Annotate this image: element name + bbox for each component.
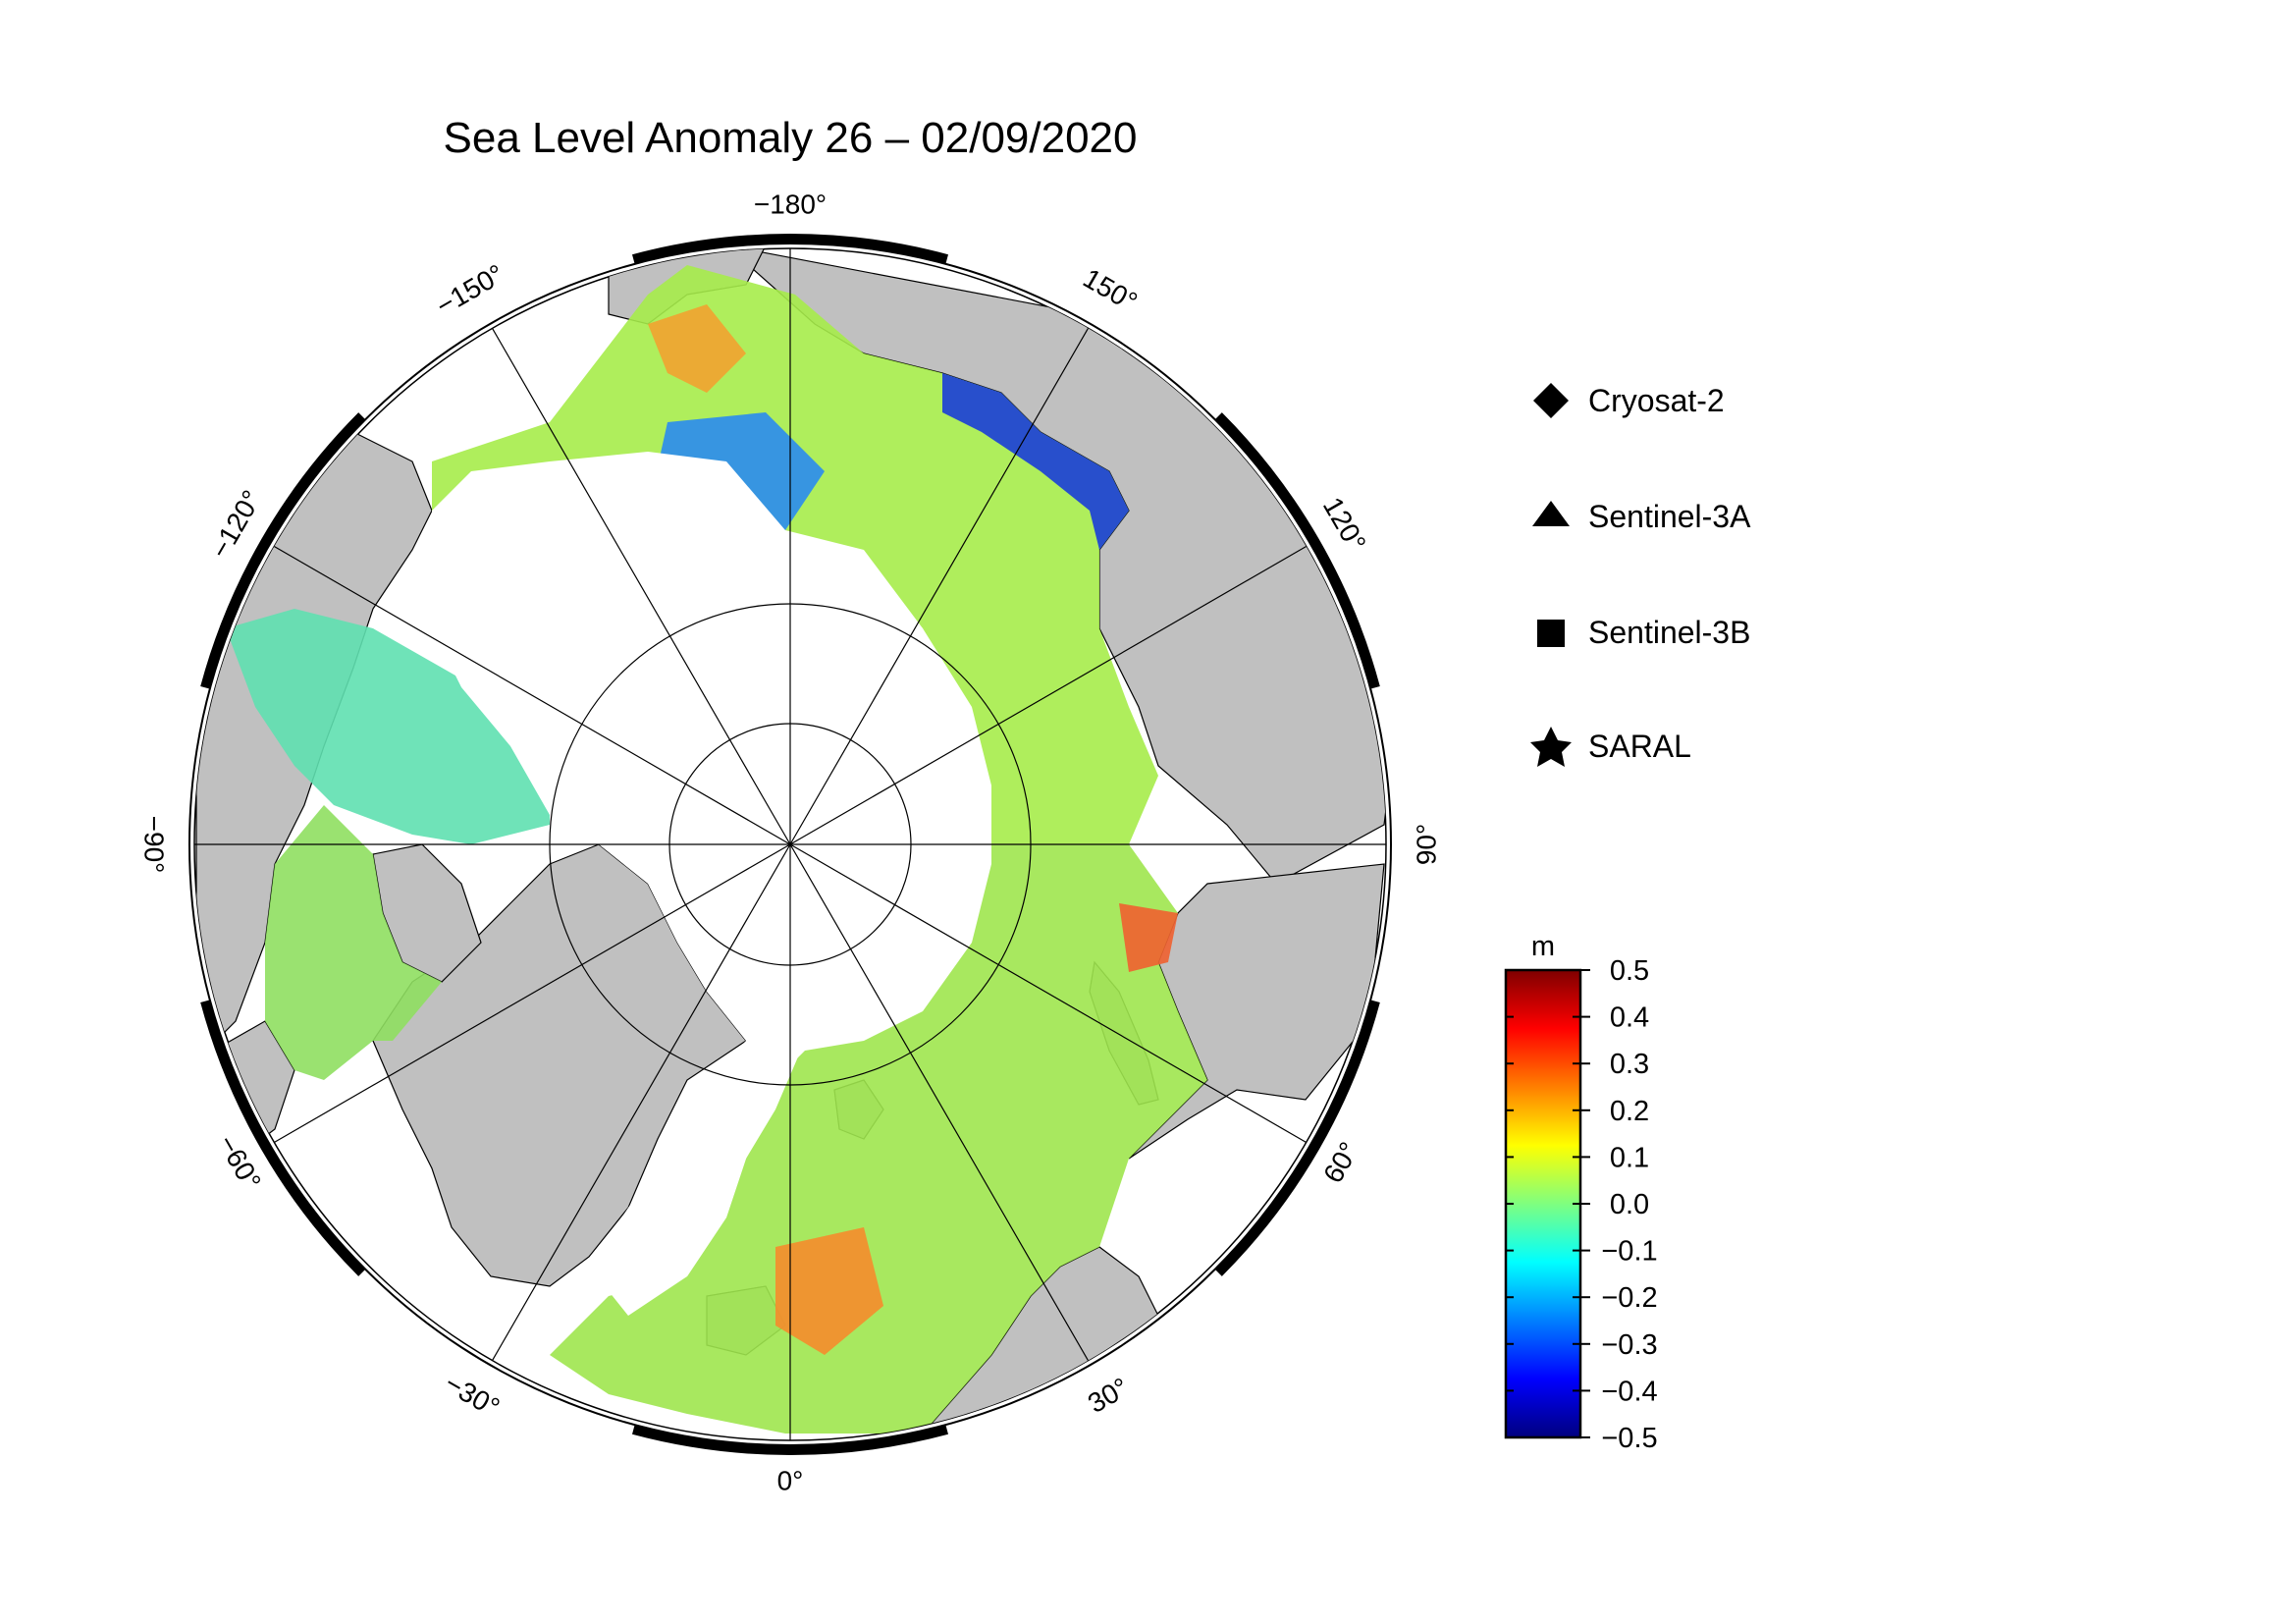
swath-laptev-negative <box>942 373 1129 550</box>
meridian-line <box>274 843 791 1144</box>
square-icon <box>1537 620 1565 647</box>
legend-item-sentinel3b: Sentinel-3B <box>1537 615 1750 650</box>
colorbar-tick-label: −0.5 <box>1601 1423 1657 1454</box>
frame-band <box>1214 1000 1380 1276</box>
meridian-line <box>491 328 791 845</box>
meridian-line <box>491 843 791 1361</box>
ice-no-data-region <box>432 452 991 1316</box>
legend-item-cryosat2: Cryosat-2 <box>1533 383 1725 418</box>
colorbar-tick-label: −0.4 <box>1601 1376 1657 1407</box>
legend-label: Sentinel-3A <box>1588 499 1751 534</box>
swath-norwegian-high <box>775 1227 883 1355</box>
satellite-legend: Cryosat-2 Sentinel-3A Sentinel-3B SARAL <box>1530 383 1751 767</box>
frame-band <box>1214 412 1380 689</box>
longitude-label: 60° <box>1317 1137 1364 1188</box>
legend-item-sentinel3a: Sentinel-3A <box>1532 499 1751 534</box>
diamond-icon <box>1533 383 1569 418</box>
meridian-lines <box>194 248 1386 1440</box>
colorbar-tick-label: −0.2 <box>1601 1282 1657 1314</box>
longitude-label: 90° <box>1411 824 1441 865</box>
legend-label: Sentinel-3B <box>1588 615 1750 650</box>
sla-data-swaths <box>226 265 1207 1434</box>
longitude-label: 30° <box>1083 1372 1134 1419</box>
frame-band <box>632 1425 948 1456</box>
longitude-label: 120° <box>1317 492 1372 557</box>
meridian-line <box>274 545 791 845</box>
meridian-line <box>789 328 1090 845</box>
frame-bands <box>200 233 1380 1456</box>
star-icon <box>1530 727 1572 767</box>
swath-barents-high <box>1119 903 1178 972</box>
map-title: Sea Level Anomaly 26 – 02/09/2020 <box>444 114 1138 162</box>
colorbar-tick-label: 0.5 <box>1610 955 1649 987</box>
swath-beaufort-high <box>648 304 746 393</box>
colorbar-gradient <box>1504 968 1582 1439</box>
colorbar-tick-label: 0.1 <box>1610 1142 1649 1173</box>
longitude-label: −180° <box>754 189 827 219</box>
colorbar-tick-label: 0.4 <box>1610 1002 1649 1034</box>
colorbar: m 0.5 0.4 0.3 0.2 0.1 0.0 −0.1 −0.2 −0.3 −0.4 −0.5 <box>1504 931 1658 1454</box>
meridian-line <box>789 843 1090 1361</box>
legend-item-saral: SARAL <box>1530 727 1691 767</box>
legend-label: SARAL <box>1588 729 1691 764</box>
legend-label: Cryosat-2 <box>1588 383 1725 418</box>
longitude-label: −90° <box>139 816 170 874</box>
frame-band <box>200 412 366 689</box>
triangle-icon <box>1532 501 1570 526</box>
colorbar-tick-label: 0.3 <box>1610 1049 1649 1080</box>
colorbar-ticks: 0.5 0.4 0.3 0.2 0.1 0.0 −0.1 −0.2 −0.3 −0.4 −0.5 <box>1506 955 1658 1454</box>
colorbar-tick-label: 0.2 <box>1610 1096 1649 1127</box>
longitude-label: 150° <box>1078 262 1143 317</box>
swath-atlantic-nordic <box>550 844 1207 1434</box>
colorbar-tick-label: −0.3 <box>1601 1329 1657 1361</box>
colorbar-tick-label: −0.1 <box>1601 1236 1657 1268</box>
colorbar-unit: m <box>1531 931 1555 962</box>
longitude-label: −30° <box>440 1368 505 1423</box>
graticule <box>194 248 1386 1440</box>
swath-baffin-bay <box>265 805 442 1080</box>
meridian-line <box>789 843 1307 1144</box>
swath-canadian-archipelago <box>226 609 550 844</box>
meridian-line <box>789 545 1307 845</box>
longitude-label: 0° <box>777 1465 804 1495</box>
frame-band <box>200 1000 366 1276</box>
frame-band <box>632 233 948 264</box>
colorbar-tick-label: 0.0 <box>1610 1189 1649 1220</box>
longitude-label: −150° <box>431 258 509 321</box>
land-baffin <box>372 843 482 983</box>
map-content <box>194 248 1386 1440</box>
